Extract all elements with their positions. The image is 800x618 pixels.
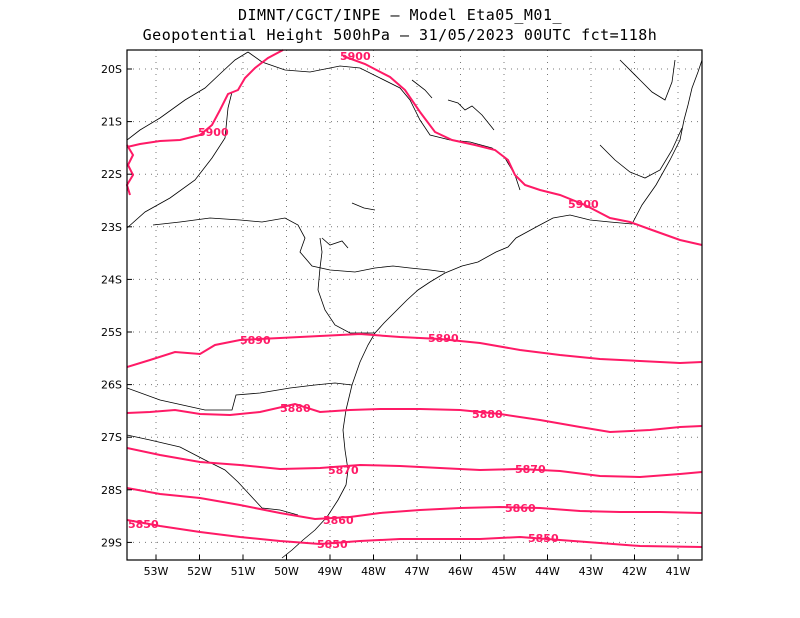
label-5860-b: 5860: [505, 502, 536, 515]
label-5890-a: 5890: [240, 334, 271, 347]
state-border-2: [126, 91, 233, 229]
lon-label: 48W: [361, 565, 386, 578]
label-5890-b: 5890: [428, 332, 459, 345]
state-border-6: [126, 382, 353, 411]
lon-label: 41W: [666, 565, 691, 578]
latitude-axis: 20S 21S 22S 23S 24S 25S 26S 27S 28S 29S: [101, 63, 132, 549]
lat-label: 23S: [101, 221, 122, 234]
lon-label: 47W: [405, 565, 430, 578]
lat-label: 21S: [101, 116, 122, 129]
map-title-line-1: DIMNT/CGCT/INPE – Model Eta05_M01_: [237, 6, 563, 24]
label-5850-b: 5850: [317, 538, 348, 551]
contour-labels: 5900 5900 5900 5890 5890 5880 5880 5870 …: [128, 50, 599, 551]
contour-5870: [126, 447, 703, 479]
label-5870-b: 5870: [515, 463, 546, 476]
lat-label: 20S: [101, 63, 122, 76]
contour-5900-edge: [125, 144, 135, 196]
lon-label: 53W: [144, 565, 169, 578]
state-border-7: [126, 434, 299, 516]
state-border-3: [247, 51, 521, 191]
lake-3: [351, 202, 376, 211]
lat-label: 24S: [101, 273, 122, 286]
lon-label: 42W: [622, 565, 647, 578]
label-5900-b: 5900: [198, 126, 229, 139]
map-frame: [126, 49, 703, 561]
longitude-axis: 53W 52W 51W 50W 49W 48W 47W 46W 45W 44W 43W 42W 41W: [144, 555, 691, 578]
state-border-1: [126, 51, 249, 141]
state-border-4: [152, 217, 446, 273]
lake-1: [447, 99, 495, 131]
contour-5890: [126, 332, 703, 368]
coastline-south: [281, 332, 376, 559]
lat-label: 28S: [101, 484, 122, 497]
contour-5860: [126, 487, 703, 521]
label-5870-a: 5870: [328, 464, 359, 477]
contour-5880: [126, 402, 703, 434]
label-5900-a: 5900: [340, 50, 371, 63]
label-5860-a: 5860: [323, 514, 354, 527]
lat-label: 25S: [101, 326, 122, 339]
label-5880-b: 5880: [472, 408, 503, 421]
lon-label: 51W: [231, 565, 256, 578]
river-east: [599, 127, 683, 179]
map-title-line-2: Geopotential Height 500hPa – 31/05/2023 …: [142, 26, 658, 44]
lake-2: [411, 79, 433, 99]
lat-label: 26S: [101, 379, 122, 392]
contour-5900-east: [342, 55, 703, 246]
label-5850-c: 5850: [528, 532, 559, 545]
contour-5900-west: [126, 49, 284, 148]
state-border-5: [317, 237, 375, 334]
lon-label: 49W: [318, 565, 343, 578]
lon-label: 45W: [492, 565, 517, 578]
border-north-east: [619, 59, 676, 101]
lon-label: 43W: [579, 565, 604, 578]
lake-4: [321, 237, 349, 249]
lat-label: 27S: [101, 431, 122, 444]
label-5850-a: 5850: [128, 518, 159, 531]
coastline: [374, 59, 703, 334]
lon-label: 44W: [535, 565, 560, 578]
lon-label: 46W: [448, 565, 473, 578]
label-5880-a: 5880: [280, 402, 311, 415]
lat-label: 29S: [101, 536, 122, 549]
geopotential-contours: [125, 49, 703, 548]
lon-label: 50W: [274, 565, 299, 578]
contour-5850: [126, 519, 703, 548]
lat-label: 22S: [101, 168, 122, 181]
label-5900-c: 5900: [568, 198, 599, 211]
lon-label: 52W: [187, 565, 212, 578]
